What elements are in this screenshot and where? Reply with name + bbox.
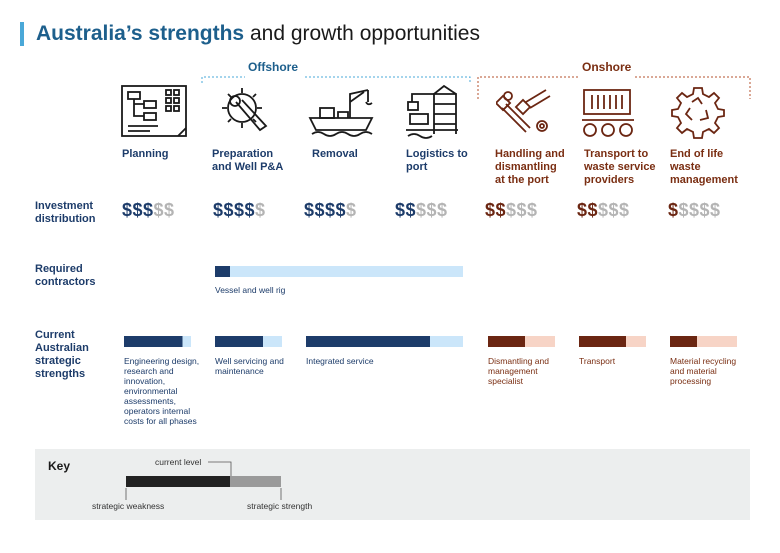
title-highlight: Australia’s strengths	[36, 22, 245, 45]
dollars-filled: $$$	[122, 200, 154, 220]
strength-label-handling: Dismantling and management specialist	[488, 356, 549, 386]
stage-name-handling: Handling and dismantling at the port	[495, 148, 565, 186]
wrench-gear-icon	[222, 88, 268, 132]
strength-label-end-of-life: Material recycling and material processi…	[670, 356, 737, 386]
stage-name-preparation: Preparation and Well P&A	[212, 148, 284, 173]
row-label-contractors: Required contractors	[35, 263, 96, 288]
group-brackets	[201, 76, 751, 99]
bolts-nuts-icon	[496, 89, 551, 133]
key-current-level-label: current level	[155, 457, 202, 467]
key-leaders	[125, 461, 282, 500]
port-crane-icon	[406, 84, 458, 139]
strength-bar-end-of-life	[670, 336, 737, 347]
investment-dollars-handling: $$$$$	[485, 200, 538, 221]
row-label-strengths: Current Australian strategic strengths	[35, 329, 89, 380]
dollars-filled: $$	[577, 200, 599, 220]
stage-name-transport: Transport to waste service providers	[584, 148, 656, 186]
onshore-group-label: Onshore	[582, 60, 632, 74]
dollars-filled: $$$$	[213, 200, 256, 220]
offshore-group-label: Offshore	[248, 60, 299, 74]
title-rest: and growth opportunities	[244, 22, 480, 45]
dollars-filled: $	[668, 200, 679, 220]
current-level-leader	[208, 461, 232, 476]
offshore-bracket	[201, 76, 471, 83]
investment-dollars-transport: $$$$$	[577, 200, 630, 221]
dollars-empty: $$$	[416, 200, 448, 220]
key-strength-label: strategic strength	[247, 501, 313, 511]
investment-dollars-preparation: $$$$$	[213, 200, 266, 221]
dollars-empty: $	[255, 200, 266, 220]
investment-dollars-removal: $$$$$	[304, 200, 357, 221]
stage-name-planning: Planning	[122, 148, 169, 160]
contractor-label: Vessel and well rig	[215, 285, 286, 295]
stage-name-removal: Removal	[312, 148, 358, 160]
strength-label-transport: Transport	[579, 356, 616, 366]
strength-bar-handling	[488, 336, 555, 347]
key-bar	[126, 476, 281, 487]
recycle-gear-icon	[671, 87, 725, 139]
onshore-bracket	[477, 76, 751, 99]
investment-dollars-planning: $$$$$	[122, 200, 175, 221]
stage-name-end-of-life: End of life waste management	[670, 148, 738, 186]
dollars-filled: $$	[395, 200, 417, 220]
strength-label-preparation: Well servicing and maintenance	[215, 356, 284, 376]
contractor-bar	[215, 266, 463, 277]
strength-label-removal-logistics: Integrated service	[306, 356, 374, 366]
strength-label-planning: Engineering design, research and innovat…	[124, 356, 200, 426]
dollars-empty: $$$	[506, 200, 538, 220]
dollars-filled: $$$$	[304, 200, 347, 220]
dollars-filled: $$	[485, 200, 507, 220]
dollars-empty: $$	[153, 200, 175, 220]
stage-name-logistics: Logistics to port	[406, 148, 468, 173]
strength-bar-planning	[124, 336, 191, 347]
row-label-investment: Investment distribution	[35, 200, 96, 225]
container-truck-icon	[582, 89, 634, 137]
dollars-empty: $$$	[598, 200, 630, 220]
page-title: Australia’s strengths and growth opportu…	[36, 20, 480, 48]
investment-dollars-end-of-life: $$$$$	[668, 200, 721, 221]
key-title: Key	[48, 459, 71, 473]
key-weakness-label: strategic weakness	[92, 501, 165, 511]
crane-ship-icon	[308, 89, 374, 137]
strength-bar-transport	[579, 336, 646, 347]
strength-bar-removal-logistics	[306, 336, 463, 347]
dollars-empty: $	[346, 200, 357, 220]
dollars-empty: $$$$	[678, 200, 721, 220]
strength-bar-preparation	[215, 336, 282, 347]
investment-dollars-logistics: $$$$$	[395, 200, 448, 221]
planning-flowchart-icon	[121, 85, 187, 137]
title-accent-bar	[20, 22, 24, 46]
